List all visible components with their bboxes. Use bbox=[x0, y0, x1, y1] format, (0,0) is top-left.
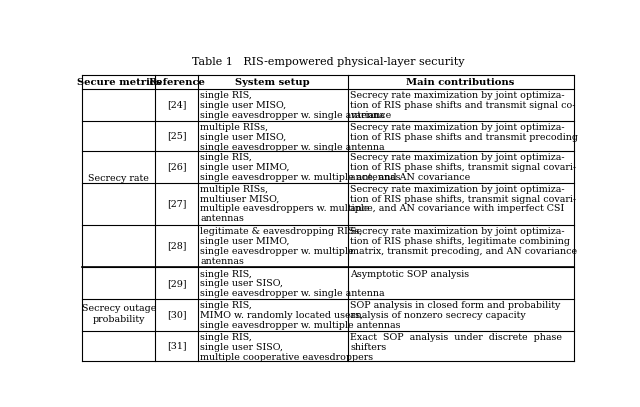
Text: Table 1   RIS-empowered physical-layer security: Table 1 RIS-empowered physical-layer sec… bbox=[192, 57, 464, 67]
Text: single eavesdropper w. single antenna: single eavesdropper w. single antenna bbox=[200, 143, 385, 152]
Text: Asymptotic SOP analysis: Asymptotic SOP analysis bbox=[350, 269, 469, 278]
Text: single RIS,: single RIS, bbox=[200, 333, 252, 342]
Text: [26]: [26] bbox=[166, 162, 186, 171]
Text: shifters: shifters bbox=[350, 343, 387, 352]
Text: multiple RISs,: multiple RISs, bbox=[200, 185, 268, 194]
Text: [28]: [28] bbox=[167, 242, 186, 251]
Text: antennas: antennas bbox=[200, 214, 244, 223]
Text: Secrecy rate maximization by joint optimiza-: Secrecy rate maximization by joint optim… bbox=[350, 92, 564, 101]
Text: single user MISO,: single user MISO, bbox=[200, 101, 287, 110]
Text: Secrecy rate maximization by joint optimiza-: Secrecy rate maximization by joint optim… bbox=[350, 227, 564, 236]
Text: single RIS,: single RIS, bbox=[200, 269, 252, 278]
Text: [31]: [31] bbox=[166, 341, 186, 350]
Text: Reference: Reference bbox=[148, 78, 205, 87]
Text: single user MIMO,: single user MIMO, bbox=[200, 163, 290, 172]
Text: single user SISO,: single user SISO, bbox=[200, 279, 284, 289]
Text: multiple eavesdroppers w. multiple: multiple eavesdroppers w. multiple bbox=[200, 204, 370, 213]
Text: System setup: System setup bbox=[236, 78, 310, 87]
Text: Secrecy rate maximization by joint optimiza-: Secrecy rate maximization by joint optim… bbox=[350, 123, 564, 132]
Text: ance, and AN covariance with imperfect CSI: ance, and AN covariance with imperfect C… bbox=[350, 204, 564, 213]
Text: single eavesdropper w. single antenna: single eavesdropper w. single antenna bbox=[200, 111, 385, 120]
Text: multiple RISs,: multiple RISs, bbox=[200, 123, 268, 132]
Text: single RIS,: single RIS, bbox=[200, 92, 252, 101]
Text: Secrecy outage
probability: Secrecy outage probability bbox=[82, 304, 156, 324]
Text: Exact  SOP  analysis  under  discrete  phase: Exact SOP analysis under discrete phase bbox=[350, 333, 562, 342]
Text: analysis of nonzero secrecy capacity: analysis of nonzero secrecy capacity bbox=[350, 311, 526, 320]
Text: multiple cooperative eavesdroppers: multiple cooperative eavesdroppers bbox=[200, 353, 374, 362]
Text: [25]: [25] bbox=[166, 131, 186, 140]
Text: tion of RIS phase shifts, transmit signal covari-: tion of RIS phase shifts, transmit signa… bbox=[350, 163, 576, 172]
Text: Main contributions: Main contributions bbox=[406, 78, 515, 87]
Text: [27]: [27] bbox=[167, 199, 186, 208]
Text: single RIS,: single RIS, bbox=[200, 301, 252, 311]
Text: single eavesdropper w. multiple: single eavesdropper w. multiple bbox=[200, 247, 354, 256]
Text: tion of RIS phase shifts, legitimate combining: tion of RIS phase shifts, legitimate com… bbox=[350, 237, 570, 246]
Text: variance: variance bbox=[350, 111, 392, 120]
Text: matrix, transmit precoding, and AN covariance: matrix, transmit precoding, and AN covar… bbox=[350, 247, 577, 256]
Text: single RIS,: single RIS, bbox=[200, 153, 252, 162]
Text: single eavesdropper w. multiple antennas: single eavesdropper w. multiple antennas bbox=[200, 321, 401, 330]
Text: Secrecy rate maximization by joint optimiza-: Secrecy rate maximization by joint optim… bbox=[350, 185, 564, 194]
Text: single user MISO,: single user MISO, bbox=[200, 133, 287, 142]
Text: Secrecy rate: Secrecy rate bbox=[88, 174, 149, 183]
Text: antennas: antennas bbox=[200, 256, 244, 266]
Text: Secrecy rate maximization by joint optimiza-: Secrecy rate maximization by joint optim… bbox=[350, 153, 564, 162]
Text: legitimate & eavesdropping RISs,: legitimate & eavesdropping RISs, bbox=[200, 227, 363, 236]
Text: single user SISO,: single user SISO, bbox=[200, 343, 284, 352]
Text: [29]: [29] bbox=[166, 279, 186, 288]
Text: single user MIMO,: single user MIMO, bbox=[200, 237, 290, 246]
Text: tion of RIS phase shifts and transmit precoding: tion of RIS phase shifts and transmit pr… bbox=[350, 133, 578, 142]
Text: MIMO w. randomly located users,: MIMO w. randomly located users, bbox=[200, 311, 364, 320]
Text: multiuser MISO,: multiuser MISO, bbox=[200, 195, 280, 204]
Text: [30]: [30] bbox=[166, 311, 186, 319]
Text: single eavesdropper w. single antenna: single eavesdropper w. single antenna bbox=[200, 289, 385, 298]
Text: ance, and AN covariance: ance, and AN covariance bbox=[350, 173, 470, 182]
Text: Secure metrics: Secure metrics bbox=[77, 78, 161, 87]
Text: [24]: [24] bbox=[167, 101, 186, 109]
Text: single eavesdropper w. multiple antennas: single eavesdropper w. multiple antennas bbox=[200, 173, 401, 182]
Text: tion of RIS phase shifts and transmit signal co-: tion of RIS phase shifts and transmit si… bbox=[350, 101, 575, 110]
Text: tion of RIS phase shifts, transmit signal covari-: tion of RIS phase shifts, transmit signa… bbox=[350, 195, 576, 204]
Text: SOP analysis in closed form and probability: SOP analysis in closed form and probabil… bbox=[350, 301, 561, 311]
